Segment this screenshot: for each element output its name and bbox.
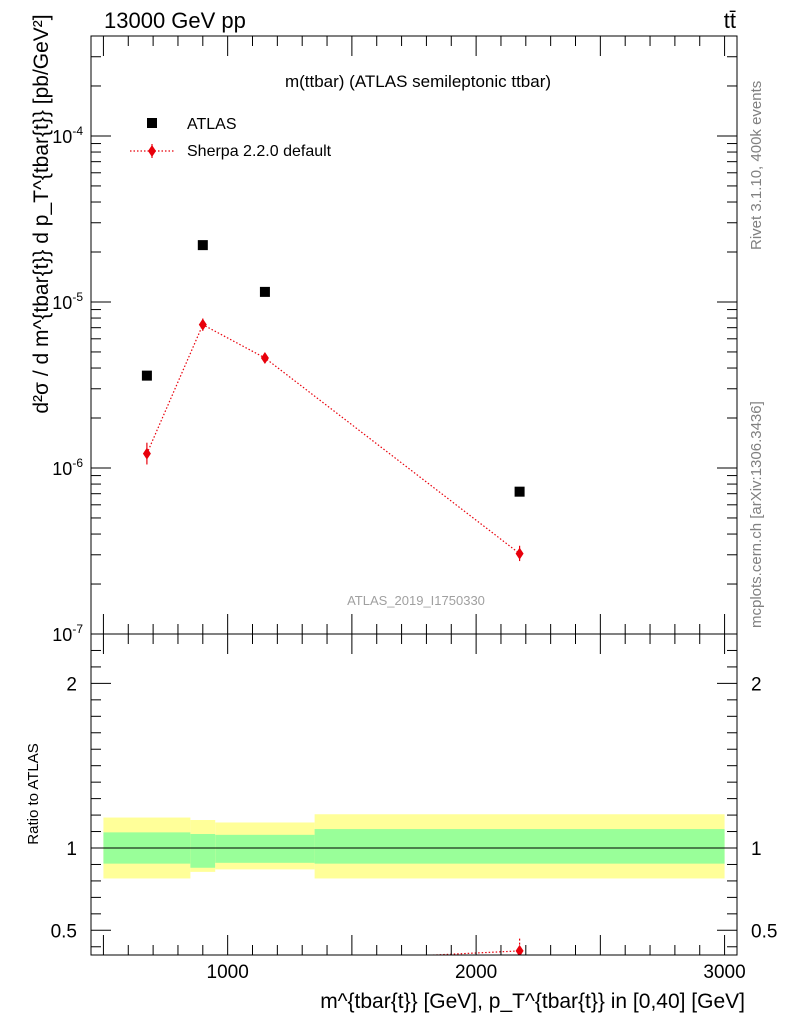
main-panel: 10-7 10-6 10-5 10-4 m(ttbar) (ATLAS semilep… <box>30 14 738 645</box>
mc-point <box>198 318 207 331</box>
ratio-mc-series <box>422 936 524 955</box>
xtick-label: 1000 <box>207 962 249 983</box>
atlas-point <box>514 486 525 497</box>
ratio-mc-point <box>515 944 524 955</box>
atlas-point <box>141 370 152 381</box>
header-left: 13000 GeV pp <box>104 8 246 33</box>
mc-point <box>142 447 151 460</box>
xtick-label: 2000 <box>455 962 497 983</box>
main-ylabel-text: d²σ / d m^{tbar{t}} d p_T^{tbar{t}} [pb/… <box>30 14 53 413</box>
atlas-point <box>259 286 270 297</box>
legend-atlas-label: ATLAS <box>187 116 237 133</box>
legend-mc-marker <box>148 145 156 157</box>
main-ticks: 10-7 10-6 10-5 10-4 <box>52 36 737 645</box>
atlas-point <box>197 240 208 251</box>
ratio-ytick-label: 2 <box>66 674 77 695</box>
ratio-ytick-label-right: 1 <box>751 839 762 860</box>
legend: ATLAS Sherpa 2.2.0 default <box>130 116 332 160</box>
xlabel: m^{tbar{t}} [GeV], p_T^{tbar{t}} in [0,4… <box>320 990 745 1013</box>
main-series <box>141 240 525 562</box>
ratio-panel: 1000 2000 3000 0.5 0.5 1 1 2 2 Ratio to ATLAS <box>25 633 777 983</box>
main-ytick-label: 10-7 <box>52 622 83 645</box>
ratio-band-inner <box>190 834 216 868</box>
mcplots-label: mcplots.cern.ch [arXiv:1306.3436] <box>748 401 765 628</box>
xtick-label: 3000 <box>703 962 745 983</box>
mc-point <box>260 351 269 364</box>
main-ylabel: d²σ / d m^{tbar{t}} d p_T^{tbar{t}} [pb/… <box>30 14 53 413</box>
ratio-ticks: 1000 2000 3000 0.5 0.5 1 1 2 2 <box>51 634 777 983</box>
main-ytick-label: 10-6 <box>52 456 83 479</box>
ratio-ytick-label: 1 <box>66 839 77 860</box>
ratio-ylabel: Ratio to ATLAS <box>25 743 42 844</box>
ratio-ytick-label-right: 0.5 <box>751 921 777 942</box>
ratio-frame <box>90 633 738 956</box>
mc-line <box>146 323 520 555</box>
ratio-ytick-label-right: 2 <box>751 674 762 695</box>
chart-title: m(ttbar) (ATLAS semileptonic ttbar) <box>285 72 551 91</box>
mc-point <box>515 547 524 560</box>
main-ytick-label: 10-5 <box>52 290 83 313</box>
header-right: tt̄ <box>724 8 736 33</box>
analysis-id: ATLAS_2019_I1750330 <box>347 593 485 608</box>
ratio-series <box>422 936 524 955</box>
main-ytick-label: 10-4 <box>52 124 83 147</box>
legend-atlas-marker <box>147 118 157 128</box>
ratio-band-inner <box>314 829 725 864</box>
ratio-band-inner <box>215 834 315 863</box>
legend-mc-label: Sherpa 2.2.0 default <box>187 143 332 160</box>
ratio-bands <box>91 814 737 879</box>
ratio-ytick-label: 0.5 <box>51 921 77 942</box>
rivet-label: Rivet 3.1.10, 400k events <box>748 81 765 250</box>
